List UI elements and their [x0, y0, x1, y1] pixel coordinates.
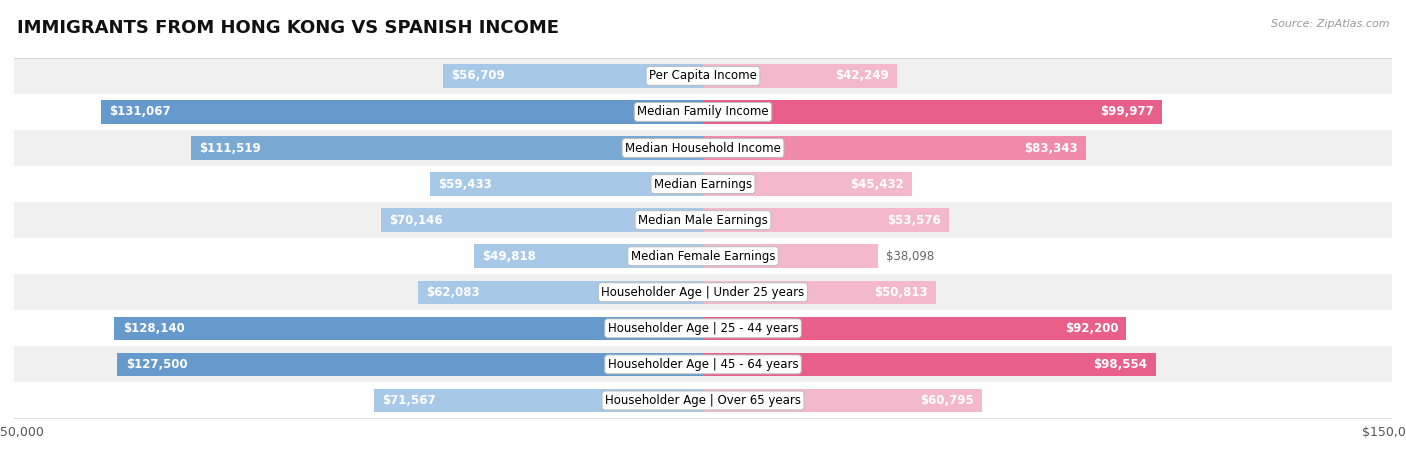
Text: $83,343: $83,343: [1024, 142, 1077, 155]
Bar: [703, 64, 897, 88]
Text: $111,519: $111,519: [200, 142, 262, 155]
Bar: [14, 94, 1392, 130]
Text: Median Household Income: Median Household Income: [626, 142, 780, 155]
Bar: [14, 238, 1392, 274]
Text: $127,500: $127,500: [125, 358, 187, 371]
Bar: [14, 310, 1392, 347]
Bar: [114, 317, 703, 340]
Bar: [117, 353, 703, 376]
Bar: [443, 64, 703, 88]
Text: $59,433: $59,433: [439, 177, 492, 191]
Text: Householder Age | 25 - 44 years: Householder Age | 25 - 44 years: [607, 322, 799, 335]
Bar: [14, 202, 1392, 238]
Text: Householder Age | 45 - 64 years: Householder Age | 45 - 64 years: [607, 358, 799, 371]
Text: Householder Age | Over 65 years: Householder Age | Over 65 years: [605, 394, 801, 407]
Text: $70,146: $70,146: [389, 213, 443, 226]
Text: $128,140: $128,140: [122, 322, 184, 335]
Bar: [703, 136, 1085, 160]
Bar: [374, 389, 703, 412]
Bar: [418, 281, 703, 304]
Bar: [703, 317, 1126, 340]
Text: $99,977: $99,977: [1099, 106, 1154, 119]
Text: $131,067: $131,067: [110, 106, 172, 119]
Bar: [14, 166, 1392, 202]
Text: $92,200: $92,200: [1064, 322, 1118, 335]
Bar: [703, 281, 936, 304]
Text: $45,432: $45,432: [849, 177, 904, 191]
Text: $49,818: $49,818: [482, 250, 536, 263]
Text: $98,554: $98,554: [1094, 358, 1147, 371]
Bar: [14, 382, 1392, 418]
Text: Median Female Earnings: Median Female Earnings: [631, 250, 775, 263]
Bar: [14, 347, 1392, 382]
Text: Householder Age | Under 25 years: Householder Age | Under 25 years: [602, 286, 804, 299]
Bar: [14, 274, 1392, 310]
Bar: [703, 208, 949, 232]
Text: $71,567: $71,567: [382, 394, 436, 407]
Text: $56,709: $56,709: [451, 70, 505, 82]
Text: $50,813: $50,813: [875, 286, 928, 299]
Text: Per Capita Income: Per Capita Income: [650, 70, 756, 82]
Text: Median Earnings: Median Earnings: [654, 177, 752, 191]
Bar: [14, 58, 1392, 94]
Text: $38,098: $38,098: [886, 250, 935, 263]
Text: $60,795: $60,795: [920, 394, 974, 407]
Text: Source: ZipAtlas.com: Source: ZipAtlas.com: [1271, 19, 1389, 28]
Text: $62,083: $62,083: [426, 286, 479, 299]
Bar: [14, 130, 1392, 166]
Bar: [703, 245, 877, 268]
Text: Median Male Earnings: Median Male Earnings: [638, 213, 768, 226]
Bar: [101, 100, 703, 124]
Bar: [703, 353, 1156, 376]
Text: $53,576: $53,576: [887, 213, 941, 226]
Bar: [703, 100, 1163, 124]
Bar: [430, 172, 703, 196]
Text: $42,249: $42,249: [835, 70, 889, 82]
Bar: [474, 245, 703, 268]
Text: Median Family Income: Median Family Income: [637, 106, 769, 119]
Bar: [191, 136, 703, 160]
Bar: [381, 208, 703, 232]
Bar: [703, 172, 911, 196]
Text: IMMIGRANTS FROM HONG KONG VS SPANISH INCOME: IMMIGRANTS FROM HONG KONG VS SPANISH INC…: [17, 19, 558, 37]
Bar: [703, 389, 983, 412]
